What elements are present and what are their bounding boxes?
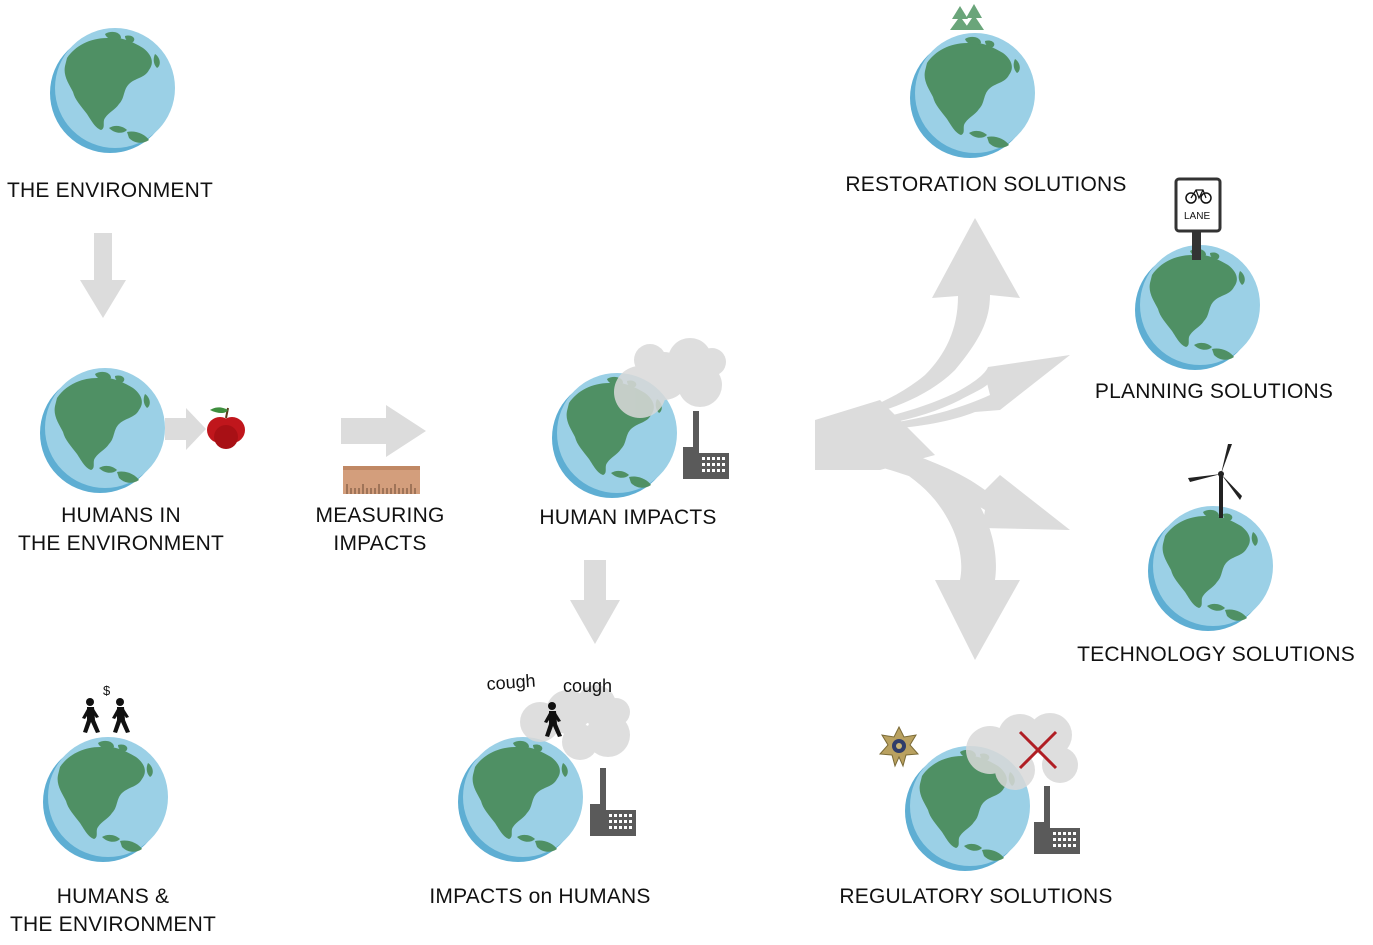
label-line: RESTORATION SOLUTIONS bbox=[845, 173, 1127, 196]
globe-icon bbox=[40, 368, 165, 493]
label-technology-solutions: TECHNOLOGY SOLUTIONS bbox=[1062, 641, 1370, 669]
label-humans-and-environment: HUMANS & THE ENVIRONMENT bbox=[0, 883, 226, 939]
globe-icon bbox=[43, 737, 168, 862]
smoke-icon bbox=[966, 713, 1078, 790]
cross-icon bbox=[1018, 730, 1058, 770]
globe-icon bbox=[50, 28, 175, 153]
label-restoration-solutions: RESTORATION SOLUTIONS bbox=[826, 171, 1146, 199]
label-line: MEASURING bbox=[315, 504, 445, 527]
globe-icon bbox=[1135, 245, 1260, 370]
factory-icon bbox=[1034, 786, 1080, 854]
label-environment: THE ENVIRONMENT bbox=[0, 177, 220, 205]
label-line: IMPACTS bbox=[333, 532, 427, 555]
person-icon bbox=[112, 698, 130, 733]
label-line: THE ENVIRONMENT bbox=[9, 913, 216, 936]
tree-icon bbox=[950, 4, 984, 30]
lane-text: LANE bbox=[1184, 211, 1210, 222]
sheriff-badge-icon bbox=[878, 725, 920, 768]
label-humans-in-environment: HUMANS IN THE ENVIRONMENT bbox=[5, 502, 237, 558]
label-line: TECHNOLOGY SOLUTIONS bbox=[1077, 643, 1355, 666]
arrow-impacts-down bbox=[570, 560, 620, 644]
label-planning-solutions: PLANNING SOLUTIONS bbox=[1076, 378, 1352, 406]
label-human-impacts: HUMAN IMPACTS bbox=[520, 504, 736, 532]
globe-icon bbox=[458, 737, 583, 862]
label-line: HUMANS & bbox=[56, 885, 170, 908]
ruler-icon bbox=[343, 466, 420, 494]
apple-icon bbox=[207, 407, 245, 449]
label-line: REGULATORY SOLUTIONS bbox=[839, 885, 1113, 908]
arrow-measuring bbox=[341, 405, 426, 457]
branching-solutions-arrow bbox=[815, 218, 1070, 660]
cough-text: cough bbox=[486, 671, 536, 694]
label-measuring-impacts: MEASURING IMPACTS bbox=[300, 502, 460, 558]
arrow-apple bbox=[165, 408, 206, 450]
bike-lane-sign-icon: LANE bbox=[1174, 177, 1222, 260]
label-line: THE ENVIRONMENT bbox=[6, 179, 213, 202]
globe-icon bbox=[910, 33, 1035, 158]
factory-icon bbox=[590, 768, 636, 836]
globe-icon bbox=[1148, 506, 1273, 631]
label-line: HUMANS IN bbox=[61, 504, 181, 527]
wind-turbine-icon bbox=[1188, 444, 1242, 518]
arrow-environment-down bbox=[80, 233, 126, 318]
label-line: IMPACTS on HUMANS bbox=[429, 885, 651, 908]
dollar-sign: $ bbox=[103, 683, 111, 698]
label-line: THE ENVIRONMENT bbox=[17, 532, 224, 555]
label-regulatory-solutions: REGULATORY SOLUTIONS bbox=[820, 883, 1132, 911]
label-line: HUMAN IMPACTS bbox=[539, 506, 717, 529]
smoke-icon bbox=[520, 685, 630, 760]
label-impacts-on-humans: IMPACTS on HUMANS bbox=[410, 883, 670, 911]
factory-icon bbox=[683, 411, 729, 479]
label-line: PLANNING SOLUTIONS bbox=[1094, 380, 1334, 403]
smoke-icon bbox=[614, 338, 726, 418]
person-icon bbox=[82, 698, 100, 733]
cough-text: cough bbox=[563, 676, 612, 696]
